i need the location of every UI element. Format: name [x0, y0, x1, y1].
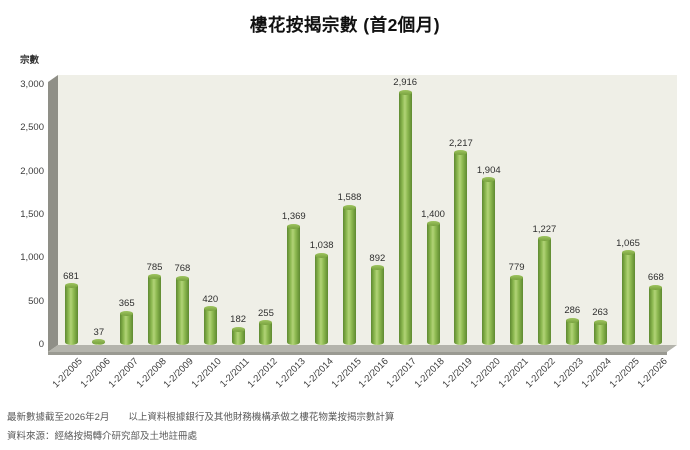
y-tick-label: 3,000	[20, 79, 44, 90]
bar	[148, 276, 162, 345]
bar-value-label: 681	[63, 270, 79, 282]
bar-cap	[537, 236, 551, 242]
bar-cap	[92, 339, 106, 345]
bar-cap	[315, 252, 329, 258]
chart-title: 樓花按揭宗數 (首2個月)	[249, 15, 441, 35]
bar-cap	[593, 319, 607, 325]
footer-note: 最新數據截至2026年2月 以上資料根據銀行及其他財務機構承做之樓花物業按揭宗數…	[7, 412, 395, 423]
bar-cap	[426, 221, 440, 227]
bar-value-label: 365	[118, 298, 135, 310]
y-tick-label: 500	[28, 295, 44, 307]
bar-cap	[370, 265, 384, 271]
bar-cap	[565, 317, 579, 323]
bar	[510, 277, 524, 345]
bar-cap	[621, 250, 635, 256]
bar-cap	[510, 274, 524, 280]
bar-value-label: 768	[174, 263, 191, 275]
bar	[370, 267, 384, 345]
bar-value-label: 1,227	[532, 223, 557, 235]
bar	[120, 313, 134, 345]
bar	[621, 252, 635, 345]
bar	[175, 278, 189, 345]
bar-value-label: 420	[202, 293, 219, 305]
bar	[343, 207, 356, 345]
bar-cap	[64, 283, 78, 289]
bar-value-label: 1,904	[476, 164, 501, 176]
bar	[259, 322, 273, 345]
bar-cap	[231, 326, 245, 332]
bar-cap	[287, 223, 301, 229]
bar-value-label: 1,369	[281, 211, 306, 223]
bar-cap	[203, 306, 217, 312]
bar-value-label: 668	[647, 272, 664, 284]
axis-side-wall	[48, 75, 58, 352]
bar-value-label: 779	[508, 262, 525, 274]
bar-value-label: 37	[93, 326, 105, 338]
bar	[398, 92, 412, 345]
y-tick-label: 2,500	[20, 122, 44, 134]
bar-cap	[259, 320, 273, 326]
plot-floor-top	[48, 345, 677, 352]
bar-value-label: 255	[258, 307, 274, 319]
bar	[203, 308, 217, 345]
bar-cap	[482, 177, 496, 183]
y-tick-label: 1,000	[20, 252, 44, 264]
bar-value-label: 785	[146, 261, 163, 273]
bar	[231, 329, 245, 345]
bar-value-label: 892	[369, 252, 386, 264]
footer-source: 資料來源：經絡按揭轉介研究部及土地註冊處	[7, 431, 198, 442]
bar-value-label: 1,065	[616, 237, 640, 249]
bar-cap	[454, 150, 468, 156]
bar-value-label: 182	[230, 314, 247, 326]
bar-value-label: 1,588	[337, 192, 362, 204]
y-tick-label: 0	[38, 339, 44, 350]
plot-floor-front	[48, 352, 667, 355]
bar	[565, 320, 579, 345]
bar	[537, 238, 551, 345]
bar-cap	[398, 89, 412, 95]
bar	[64, 285, 78, 345]
y-axis-title: 宗數	[20, 55, 40, 66]
y-tick-label: 2,000	[20, 165, 44, 177]
bar-cap	[148, 274, 162, 280]
y-tick-label: 1,500	[20, 209, 44, 220]
bar	[482, 179, 496, 345]
bar-value-label: 2,916	[393, 77, 418, 89]
bar-cap	[175, 275, 189, 281]
bar	[287, 226, 301, 345]
bar-value-label: 2,217	[449, 137, 473, 149]
bar	[593, 322, 607, 345]
bar	[426, 223, 440, 345]
bar	[454, 152, 468, 345]
bar-value-label: 1,038	[309, 240, 334, 252]
bar-value-label: 1,400	[421, 208, 445, 220]
plot-back-wall	[58, 75, 677, 345]
bar-cap	[649, 284, 663, 290]
bar-value-label: 263	[592, 307, 609, 319]
bar	[315, 255, 329, 345]
bar-cap	[343, 204, 356, 210]
bar	[649, 287, 663, 345]
bar-value-label: 286	[564, 305, 581, 317]
bar-cap	[120, 310, 134, 316]
